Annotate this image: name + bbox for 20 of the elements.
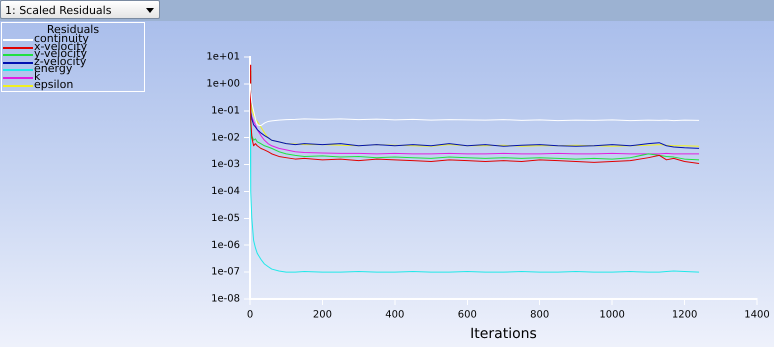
text: 1: Scaled Residuals bbox=[0, 0, 160, 19]
y-tick-label: 1e-04 bbox=[211, 186, 240, 198]
x-tick-label: 400 bbox=[385, 310, 404, 321]
y-tick-label: 1e+00 bbox=[206, 78, 240, 90]
y-tick-label: 1e-05 bbox=[211, 212, 240, 224]
x-axis-title: Iterations bbox=[470, 326, 537, 342]
y-tick-label: 1e-06 bbox=[211, 240, 240, 251]
y-tick-label: 1e-08 bbox=[211, 294, 240, 305]
x-tick-label: 600 bbox=[458, 310, 477, 321]
x-tick-label: 0 bbox=[246, 310, 254, 321]
y-tick-label: 1e+01 bbox=[206, 52, 240, 63]
x-tick-label: 200 bbox=[312, 310, 332, 321]
x-tick-label: 1200 bbox=[672, 310, 698, 321]
x-tick-label: 1000 bbox=[599, 310, 625, 321]
y-tick-label: 1e-07 bbox=[211, 266, 240, 278]
y-tick-label: 1e-03 bbox=[211, 159, 240, 170]
y-tick-label: 1e-01 bbox=[211, 105, 240, 116]
y-tick-label: 1e-02 bbox=[211, 132, 240, 144]
x-tick-label: 1400 bbox=[744, 310, 770, 321]
x-tick-label: 800 bbox=[530, 310, 550, 321]
